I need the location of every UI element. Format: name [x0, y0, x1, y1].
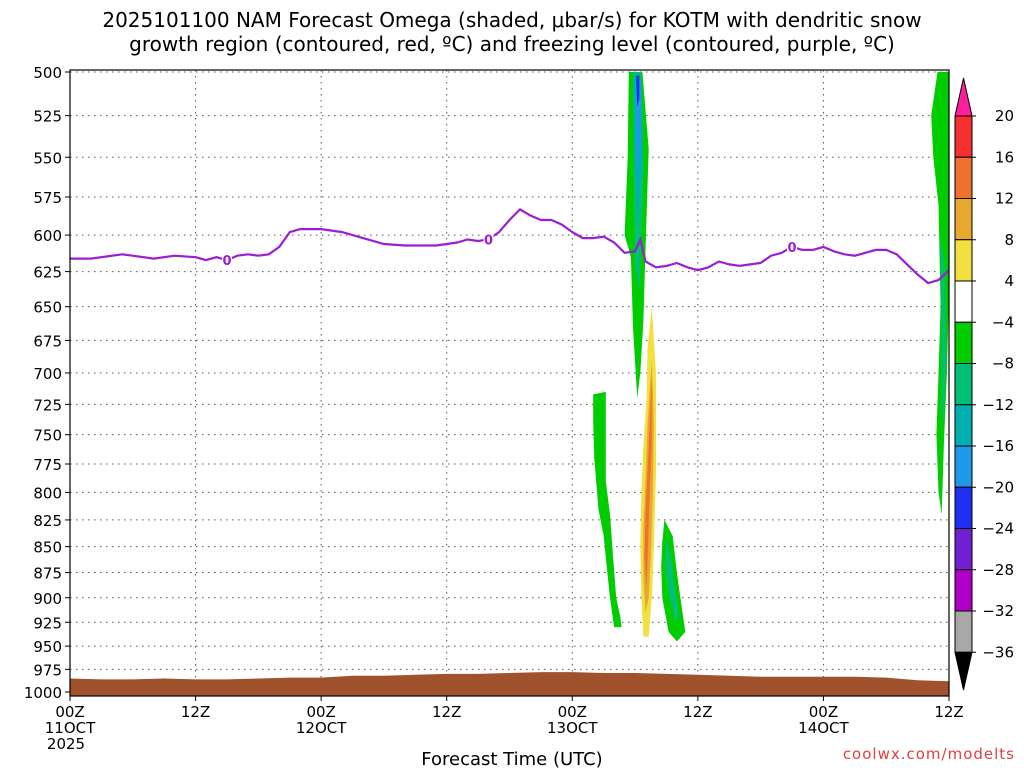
y-tick-label: 1000: [24, 684, 62, 702]
freezing-level-label: 0: [222, 254, 231, 269]
x-axis-label: Forecast Time (UTC): [421, 749, 603, 770]
omega-region: [940, 235, 946, 423]
y-tick-label: 775: [33, 456, 62, 474]
colorbar-bottom-arrow: [954, 651, 973, 691]
colorbar-box: [954, 528, 973, 571]
y-tick-label: 675: [33, 332, 62, 350]
freezing-level-label: 0: [484, 234, 493, 249]
colorbar-label: −16: [982, 437, 1014, 455]
x-tick-label: 12Z: [934, 703, 963, 721]
y-tick-label: 950: [33, 638, 62, 656]
freezing-level-line: [70, 208, 949, 285]
omega-region: [635, 80, 642, 174]
y-axis: 500 525 550 575 600 625 650 675 700 725 750 775 800 8…: [24, 64, 70, 702]
colorbar-box: [954, 404, 973, 447]
omega-colorbar: 20 16 12 8 4 −4 −8 −12 −16 −20 −24 −28 −32 −36: [954, 77, 1014, 691]
x-tick-label: 14OCT: [798, 719, 849, 737]
colorbar-box: [954, 115, 973, 158]
colorbar-label: −4: [992, 313, 1014, 331]
credit-link[interactable]: coolwx.com/modelts: [842, 745, 1015, 763]
y-tick-label: 725: [33, 396, 62, 414]
freezing-level-label: 0: [788, 241, 797, 256]
colorbar-box: [954, 280, 973, 323]
y-tick-label: 550: [33, 149, 62, 167]
terrain-fill: [70, 672, 949, 696]
y-tick-label: 625: [33, 264, 62, 282]
colorbar-box: [954, 445, 973, 488]
x-tick-label: 2025: [47, 735, 85, 753]
y-tick-label: 925: [33, 614, 62, 632]
omega-layer: [593, 72, 949, 642]
y-tick-label: 850: [33, 539, 62, 557]
x-tick-label: 11OCT: [45, 719, 96, 737]
omega-region: [593, 391, 622, 628]
freezing-level-layer: 0 0 0: [70, 208, 949, 285]
x-tick-label: 00Z: [809, 703, 838, 721]
omega-region: [665, 536, 679, 623]
colorbar-box: [954, 610, 973, 653]
y-tick-label: 975: [33, 661, 62, 679]
colorbar-box: [954, 363, 973, 406]
y-tick-label: 875: [33, 565, 62, 583]
colorbar-label: −24: [982, 520, 1014, 538]
x-tick-label: 12Z: [683, 703, 712, 721]
freezing-level-label-bg: [221, 252, 232, 269]
colorbar-label: −20: [982, 478, 1014, 496]
x-tick-label: 12OCT: [296, 719, 347, 737]
colorbar-label: 16: [995, 148, 1014, 166]
x-tick-label: 00Z: [55, 703, 84, 721]
omega-region: [644, 373, 652, 588]
y-tick-label: 500: [33, 64, 62, 82]
colorbar-box: [954, 198, 973, 241]
colorbar-box: [954, 156, 973, 199]
colorbar-label: −12: [982, 396, 1014, 414]
y-tick-label: 825: [33, 512, 62, 530]
colorbar-label: −8: [992, 355, 1014, 373]
x-tick-label: 13OCT: [547, 719, 598, 737]
plot-frame: [69, 69, 950, 697]
colorbar-label: −28: [982, 561, 1014, 579]
colorbar-box: [954, 486, 973, 529]
x-tick-label: 00Z: [306, 703, 335, 721]
omega-region: [931, 72, 949, 515]
freezing-level-label-bg: [787, 238, 798, 255]
y-tick-label: 600: [33, 227, 62, 245]
colorbar-box: [954, 321, 973, 364]
y-tick-label: 650: [33, 299, 62, 317]
y-tick-label: 900: [33, 590, 62, 608]
y-tick-label: 750: [33, 427, 62, 445]
colorbar-label: −32: [982, 602, 1014, 620]
colorbar-label: 20: [995, 107, 1014, 125]
colorbar-label: 12: [995, 190, 1014, 208]
colorbar-label: 8: [1004, 231, 1014, 249]
colorbar-top-arrow: [954, 77, 973, 117]
y-tick-label: 575: [33, 189, 62, 207]
x-tick-label: 12Z: [181, 703, 210, 721]
grid-layer: [69, 70, 950, 696]
freezing-level-label-bg: [483, 231, 494, 248]
chart-title-line2: growth region (contoured, red, ºC) and f…: [129, 32, 895, 56]
terrain-layer: [70, 672, 949, 696]
x-tick-label: 12Z: [432, 703, 461, 721]
colorbar-label: −36: [982, 643, 1014, 661]
chart-title-line1: 2025101100 NAM Forecast Omega (shaded, μ…: [102, 8, 922, 32]
colorbar-label: 4: [1004, 272, 1014, 290]
x-tick-label: 00Z: [558, 703, 587, 721]
y-tick-label: 700: [33, 365, 62, 383]
omega-region: [636, 75, 640, 108]
colorbar-box: [954, 569, 973, 612]
y-tick-label: 525: [33, 108, 62, 126]
colorbar-box: [954, 239, 973, 282]
y-tick-label: 800: [33, 484, 62, 502]
